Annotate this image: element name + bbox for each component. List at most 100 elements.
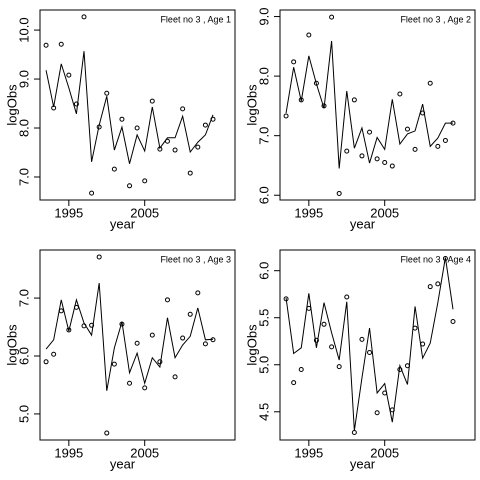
observed-point — [127, 183, 133, 189]
observed-point — [180, 335, 186, 341]
observed-point — [351, 429, 357, 435]
observed-point — [111, 166, 117, 172]
y-tick-label: 9.0 — [16, 70, 31, 88]
observed-point — [187, 311, 193, 317]
plot-frame — [279, 249, 476, 441]
plot-frame — [279, 9, 476, 201]
observed-point — [134, 125, 140, 131]
observed-point — [134, 340, 140, 346]
observed-point — [111, 361, 117, 367]
observed-point — [180, 106, 186, 112]
y-tick-label: 8.0 — [256, 67, 271, 85]
y-tick-label: 6.0 — [256, 186, 271, 204]
x-tick-label: 1995 — [294, 445, 323, 460]
observed-point — [389, 163, 395, 169]
observed-point — [96, 254, 102, 260]
observed-point — [298, 97, 304, 103]
x-tick-label: 2005 — [130, 445, 159, 460]
y-axis-label: logObs — [244, 324, 259, 366]
y-tick-label: 7.0 — [16, 289, 31, 307]
observed-point — [104, 430, 110, 436]
observed-point — [195, 144, 201, 150]
observed-point — [374, 410, 380, 416]
x-tick-label: 2005 — [370, 445, 399, 460]
observed-point — [367, 129, 373, 135]
x-axis-label: year — [350, 216, 376, 231]
observed-point — [412, 325, 418, 331]
observed-point — [187, 170, 193, 176]
observed-point — [202, 122, 208, 128]
annotation: Fleet no 3 , Age 1 — [160, 14, 231, 24]
x-axis-label: year — [350, 456, 376, 471]
observed-point — [164, 297, 170, 303]
observed-point — [359, 153, 365, 159]
observed-point — [427, 80, 433, 86]
observed-point — [89, 322, 95, 328]
observed-point — [104, 90, 110, 96]
observed-point — [359, 336, 365, 342]
observed-point — [283, 113, 289, 119]
x-tick-label: 1995 — [294, 205, 323, 220]
observed-point — [66, 327, 72, 333]
y-tick-label: 7.0 — [256, 127, 271, 145]
observed-point — [142, 385, 148, 391]
observed-point — [298, 366, 304, 372]
y-tick-label: 7.0 — [16, 168, 31, 186]
plot-frame — [39, 9, 236, 201]
observed-point — [291, 380, 297, 386]
observed-point — [119, 116, 125, 122]
observed-point — [412, 146, 418, 152]
observed-point — [66, 72, 72, 78]
annotation: Fleet no 3 , Age 4 — [400, 254, 471, 264]
observed-point — [291, 59, 297, 65]
observed-point — [351, 97, 357, 103]
observed-point — [149, 332, 155, 338]
y-axis-label: logObs — [244, 84, 259, 126]
observed-point — [336, 190, 342, 196]
observed-point — [172, 147, 178, 153]
x-tick-label: 1995 — [54, 205, 83, 220]
plot-frame — [39, 249, 236, 441]
observed-point — [329, 14, 335, 20]
fitted-line — [285, 257, 454, 431]
y-tick-label: 5.0 — [256, 356, 271, 374]
observed-point — [73, 101, 79, 107]
observed-point — [195, 290, 201, 296]
observed-point — [344, 148, 350, 154]
x-tick-label: 2005 — [370, 205, 399, 220]
fitted-line — [285, 40, 453, 169]
observed-point — [89, 190, 95, 196]
observed-point — [142, 178, 148, 184]
y-tick-label: 5.0 — [16, 405, 31, 423]
x-tick-label: 2005 — [130, 205, 159, 220]
fitted-line — [45, 51, 214, 164]
y-tick-label: 9.0 — [256, 8, 271, 26]
observed-point — [127, 380, 133, 386]
annotation: Fleet no 3 , Age 2 — [400, 14, 471, 24]
observed-point — [149, 98, 155, 104]
observed-point — [43, 42, 49, 48]
x-axis-label: year — [110, 456, 136, 471]
y-tick-label: 8.0 — [16, 119, 31, 137]
observed-point — [306, 32, 312, 38]
observed-point — [51, 351, 57, 357]
observed-point — [344, 294, 350, 300]
x-tick-label: 1995 — [54, 445, 83, 460]
observed-point — [336, 364, 342, 370]
observed-point — [81, 14, 87, 20]
y-tick-label: 4.5 — [256, 403, 271, 421]
observed-point — [58, 41, 64, 47]
observed-point — [442, 137, 448, 143]
fitted-line — [45, 282, 214, 391]
observed-point — [435, 281, 441, 287]
y-axis-label: logObs — [4, 84, 19, 126]
observed-point — [435, 143, 441, 149]
observed-point — [313, 337, 319, 343]
observed-point — [321, 321, 327, 327]
observed-point — [202, 341, 208, 347]
observed-point — [172, 374, 178, 380]
observed-point — [367, 350, 373, 356]
y-tick-label: 5.5 — [256, 309, 271, 327]
observed-point — [43, 359, 49, 365]
